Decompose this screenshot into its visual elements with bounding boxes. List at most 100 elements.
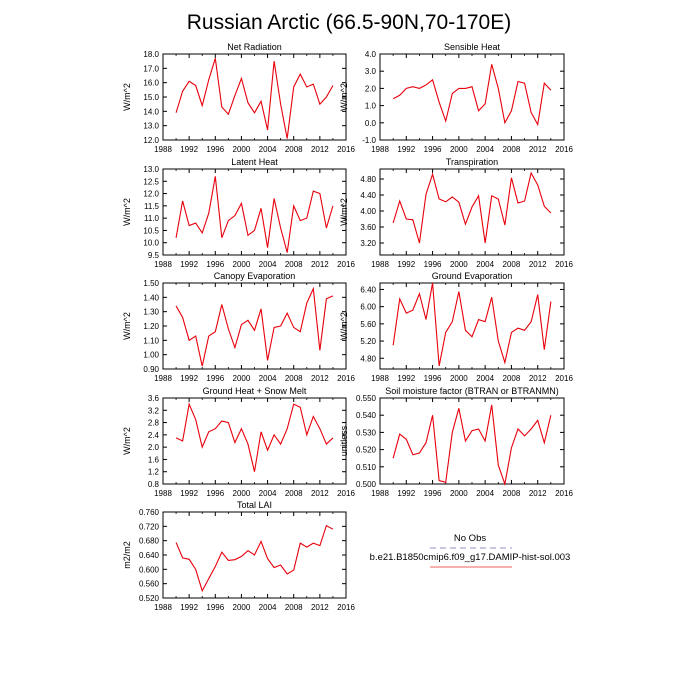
y-tick-label: 2.0 — [365, 84, 377, 93]
y-tick-label: 4.80 — [360, 175, 376, 184]
x-tick-label: 2016 — [337, 489, 355, 498]
y-axis-label: W/m^2 — [122, 83, 132, 111]
x-tick-label: 1992 — [397, 374, 415, 383]
x-tick-label: 2008 — [285, 260, 303, 269]
legend: No Obs b.e21.B1850cmip6.f09_g17.DAMIP-hi… — [370, 533, 570, 568]
series-line — [175, 58, 334, 139]
x-tick-label: 1996 — [206, 260, 224, 269]
y-tick-label: 6.40 — [360, 285, 376, 294]
y-tick-label: 0.510 — [356, 463, 377, 472]
y-tick-label: -1.0 — [362, 136, 376, 145]
x-tick-label: 1988 — [371, 260, 389, 269]
y-tick-label: 0.560 — [139, 580, 160, 589]
y-axis-label: W/m^2 — [339, 198, 349, 226]
x-tick-label: 2016 — [555, 260, 573, 269]
y-tick-label: 14.0 — [143, 107, 159, 116]
x-tick-label: 2016 — [555, 145, 573, 154]
y-tick-label: 3.2 — [148, 406, 160, 415]
x-tick-label: 2016 — [337, 603, 355, 612]
series-line — [175, 524, 334, 593]
panel-net-radiation: Net Radiation W/m^2 1988 1992 1996 2000 2004 20… — [122, 42, 355, 154]
x-tick-label: 2008 — [503, 374, 521, 383]
y-tick-label: 3.0 — [365, 67, 377, 76]
panel-canopy-evaporation: Canopy Evaporation W/m^2 1988 1992 1996 2000 2… — [122, 271, 355, 383]
y-tick-label: 1.30 — [143, 308, 159, 317]
x-tick-label: 2004 — [476, 489, 494, 498]
y-tick-label: 9.5 — [148, 251, 160, 260]
y-tick-label: 0.520 — [356, 446, 377, 455]
panel-title: Latent Heat — [231, 157, 278, 167]
y-tick-label: 1.00 — [143, 351, 159, 360]
y-axis-label: W/m^2 — [122, 427, 132, 455]
y-tick-label: 1.6 — [148, 455, 160, 464]
y-tick-label: 13.0 — [143, 122, 159, 131]
x-tick-label: 1996 — [206, 489, 224, 498]
x-tick-label: 2000 — [450, 145, 468, 154]
y-tick-label: 12.5 — [143, 177, 159, 186]
x-tick-label: 1996 — [206, 374, 224, 383]
y-tick-label: 16.0 — [143, 79, 159, 88]
panel-title: Canopy Evaporation — [214, 271, 296, 281]
x-tick-label: 2000 — [233, 603, 251, 612]
plot-frame — [379, 53, 565, 141]
panel-ground-heat-snow-melt: Ground Heat + Snow Melt W/m^2 1988 1992 1996… — [122, 386, 355, 498]
y-tick-label: 1.10 — [143, 336, 159, 345]
x-tick-label: 2000 — [233, 145, 251, 154]
y-tick-label: 18.0 — [143, 50, 159, 59]
panel-title: Total LAI — [237, 500, 272, 510]
panel-total-lai: Total LAI m2/m2 1988 1992 1996 2000 2004 2008 20… — [122, 500, 355, 612]
y-tick-label: 11.0 — [144, 214, 160, 223]
x-tick-label: 1988 — [154, 489, 172, 498]
x-tick-label: 2008 — [285, 374, 303, 383]
x-tick-label: 1992 — [397, 489, 415, 498]
x-tick-label: 2016 — [337, 374, 355, 383]
y-tick-label: 0.500 — [356, 480, 377, 489]
panel-title: Net Radiation — [227, 42, 282, 52]
panel-ground-evaporation: Ground Evaporation W/m^2 1988 1992 1996 2000 2… — [339, 271, 573, 383]
x-tick-label: 2012 — [311, 145, 329, 154]
x-tick-label: 2016 — [337, 145, 355, 154]
y-tick-label: 4.0 — [365, 50, 377, 59]
x-tick-label: 1996 — [206, 145, 224, 154]
x-tick-label: 2008 — [285, 603, 303, 612]
x-tick-label: 2012 — [529, 489, 547, 498]
y-tick-label: 5.60 — [360, 320, 376, 329]
x-tick-label: 2000 — [233, 260, 251, 269]
x-tick-label: 2008 — [285, 145, 303, 154]
y-tick-label: 3.60 — [360, 223, 376, 232]
y-tick-label: 1.2 — [148, 468, 160, 477]
x-tick-label: 2008 — [503, 260, 521, 269]
x-tick-label: 1996 — [424, 489, 442, 498]
y-tick-label: 13.0 — [143, 165, 159, 174]
x-tick-label: 1992 — [397, 260, 415, 269]
panel-latent-heat: Latent Heat W/m^2 1988 1992 1996 2000 2004 2008… — [122, 157, 355, 269]
x-tick-label: 2008 — [285, 489, 303, 498]
x-tick-label: 2000 — [450, 260, 468, 269]
panel-title: Sensible Heat — [444, 42, 501, 52]
y-tick-label: 0.640 — [139, 551, 160, 560]
x-tick-label: 1988 — [371, 145, 389, 154]
x-tick-label: 2012 — [529, 260, 547, 269]
y-tick-label: 0.550 — [356, 394, 377, 403]
x-tick-label: 1996 — [424, 145, 442, 154]
plot-frame — [162, 53, 347, 141]
y-tick-label: 3.20 — [360, 239, 376, 248]
y-tick-label: 15.0 — [143, 93, 159, 102]
y-tick-label: 1.0 — [365, 102, 377, 111]
y-tick-label: 1.40 — [143, 293, 159, 302]
x-tick-label: 1992 — [180, 145, 198, 154]
x-tick-label: 2000 — [450, 489, 468, 498]
y-tick-label: 10.0 — [143, 239, 159, 248]
x-tick-label: 2004 — [259, 145, 277, 154]
panels-container: Net Radiation W/m^2 1988 1992 1996 2000 2004 20… — [122, 42, 573, 612]
x-tick-label: 2016 — [337, 260, 355, 269]
y-tick-label: 3.6 — [148, 394, 160, 403]
series-line — [175, 176, 334, 253]
x-tick-label: 2012 — [529, 145, 547, 154]
y-tick-label: 12.0 — [143, 136, 159, 145]
y-tick-label: 1.50 — [143, 279, 159, 288]
x-tick-label: 1988 — [154, 603, 172, 612]
y-tick-label: 5.20 — [360, 337, 376, 346]
x-tick-label: 2004 — [476, 145, 494, 154]
y-tick-label: 4.80 — [360, 354, 376, 363]
